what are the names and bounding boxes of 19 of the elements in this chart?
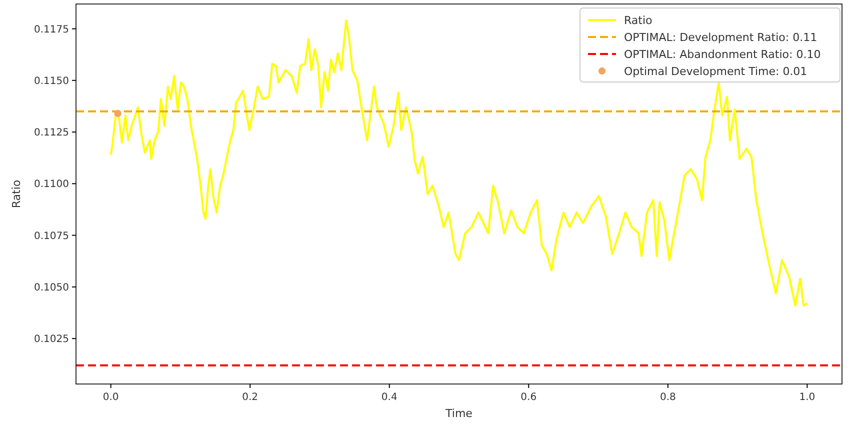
x-tick-label: 0.8: [660, 392, 676, 403]
legend-label: Optimal Development Time: 0.01: [624, 64, 808, 78]
y-tick-label: 0.1175: [34, 24, 69, 36]
y-tick-label: 0.1100: [34, 179, 69, 190]
x-tick-label: 1.0: [799, 392, 816, 403]
legend-label: OPTIMAL: Abandonment Ratio: 0.10: [624, 48, 821, 61]
y-axis-title: Ratio: [10, 180, 23, 208]
x-tick-label: 0.6: [520, 392, 537, 403]
y-tick-label: 0.1025: [34, 334, 69, 346]
legend-label: Ratio: [624, 14, 653, 27]
x-axis-title: Time: [444, 407, 473, 420]
legend-label: OPTIMAL: Development Ratio: 0.11: [624, 30, 818, 44]
y-tick-label: 0.1150: [34, 76, 69, 87]
y-tick-label: 0.1125: [34, 128, 69, 139]
x-tick-label: 0.4: [381, 392, 398, 403]
y-tick-label: 0.1050: [34, 282, 69, 294]
x-tick-label: 0.0: [102, 392, 119, 403]
y-tick-label: 0.1075: [34, 230, 69, 242]
x-tick-label: 0.2: [242, 392, 258, 403]
